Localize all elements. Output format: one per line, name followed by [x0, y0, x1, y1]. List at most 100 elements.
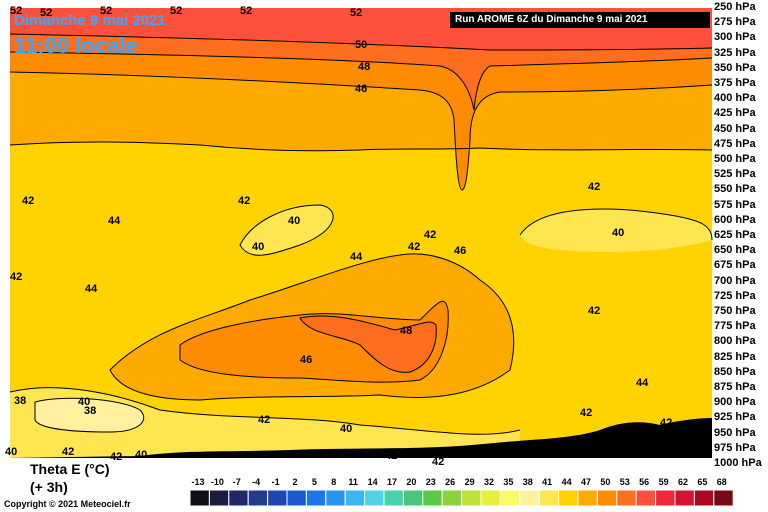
contour-label: 40: [612, 227, 624, 239]
pressure-level-label: 650 hPa: [714, 244, 756, 257]
colorbar-swatch: [286, 489, 307, 507]
colorbar-tick-label: 41: [542, 477, 553, 487]
colorbar-tick-label: 53: [619, 477, 630, 487]
pressure-level-label: 350 hPa: [714, 61, 756, 74]
pressure-level-label: 275 hPa: [714, 16, 756, 29]
contour-label: 48: [400, 325, 412, 337]
pressure-level-label: 325 hPa: [714, 46, 756, 59]
pressure-level-label: 475 hPa: [714, 137, 756, 150]
contour-label: 42: [110, 451, 122, 463]
colorbar-tick-label: -4: [252, 477, 261, 487]
pressure-level-label: 375 hPa: [714, 77, 756, 89]
contour-label: 40: [340, 423, 352, 435]
contour-label: 42: [580, 407, 592, 419]
pressure-level-label: 525 hPa: [714, 168, 756, 181]
colorbar-swatch: [247, 489, 269, 507]
colorbar-swatch: [558, 489, 579, 507]
colorbar-tick-label: 35: [503, 477, 514, 487]
colorbar-tick-label: 17: [386, 477, 397, 487]
pressure-level-label: 750 hPa: [714, 305, 756, 317]
contour-label: 42: [238, 195, 250, 207]
contour-label: 42: [22, 195, 34, 207]
colorbar-tick-label: 23: [425, 477, 436, 487]
pressure-level-label: 575 hPa: [714, 198, 756, 211]
colorbar-swatch: [655, 489, 676, 507]
colorbar-swatch: [674, 489, 695, 507]
contour-label: 40: [5, 446, 17, 458]
contour-label: 42: [588, 305, 600, 317]
pressure-level-label: 250 hPa: [714, 1, 756, 13]
pressure-level-label: 800 hPa: [714, 335, 756, 348]
contour-label: 50: [355, 39, 367, 51]
contours: [9, 33, 713, 435]
colorbar-tick-label: 29: [464, 477, 475, 487]
contour-label: 42: [432, 456, 444, 468]
colorbar-swatch: [364, 489, 385, 507]
colorbar-swatch: [383, 489, 404, 507]
contour-label: 42: [424, 229, 436, 241]
colorbar-swatch: [267, 489, 288, 507]
contour-label: 44: [85, 283, 98, 295]
pressure-level-label: 700 hPa: [714, 274, 756, 287]
colorbar-tick-label: 2: [292, 477, 298, 487]
contour-label: 42: [660, 417, 672, 429]
colorbar-tick-label: 50: [600, 477, 611, 487]
colorbar-tick-label: 62: [677, 477, 688, 487]
colorbar-tick-label: 44: [561, 477, 572, 487]
forecast-time: 11:00 locale: [14, 33, 138, 58]
contour-label: 46: [454, 245, 466, 257]
forecast-date: Dimanche 9 mai 2021: [14, 12, 166, 29]
colorbar-swatch: [189, 489, 210, 507]
pressure-level-label: 500 hPa: [714, 153, 756, 165]
colorbar-swatch: [635, 489, 657, 507]
contour-label: 52: [240, 5, 252, 17]
colorbar-tick-label: -7: [232, 477, 241, 487]
field-38-41-mid: [240, 205, 334, 256]
model-run-banner: Run AROME 6Z du Dimanche 9 mai 2021: [450, 12, 710, 28]
colorbar-swatch: [461, 489, 482, 507]
colorbar-tick-label: -13: [191, 477, 205, 487]
pressure-level-label: 825 hPa: [714, 350, 756, 363]
contour-label: 44: [636, 377, 649, 389]
colorbar-tick-label: 8: [331, 477, 337, 487]
contour-label: 42: [588, 181, 600, 193]
contour-label: 52: [40, 7, 52, 19]
contour-label: 40: [252, 241, 264, 253]
pressure-level-label: 675 hPa: [714, 259, 756, 272]
contour-label: 52: [170, 5, 182, 17]
pressure-level-label: 450 hPa: [714, 122, 756, 135]
pressure-level-label: 975 hPa: [714, 441, 756, 454]
colorbar-tick-label: 59: [658, 477, 669, 487]
copyright: Copyright © 2021 Meteociel.fr: [4, 499, 131, 509]
contour-label: 52: [100, 5, 112, 17]
contour-label: 48: [358, 61, 370, 73]
contour-label: 44: [350, 251, 363, 263]
pressure-level-label: 1000 hPa: [714, 457, 762, 469]
colorbar-swatch: [616, 489, 637, 507]
colorbar-swatch: [208, 489, 230, 507]
colorbar-swatch: [325, 489, 346, 507]
colorbar-tick-label: 47: [580, 477, 591, 487]
colorbar-tick-label: 68: [716, 477, 727, 487]
pressure-level-label: 875 hPa: [714, 381, 756, 393]
forecast-lead: (+ 3h): [30, 479, 68, 495]
pressure-level-label: 950 hPa: [714, 426, 756, 439]
colorbar-tick-label: -10: [210, 477, 224, 487]
colorbar-swatch: [441, 489, 463, 507]
contour-label: 42: [410, 449, 422, 461]
terrain: [10, 418, 712, 458]
contour-label: 40: [288, 215, 300, 227]
pressure-level-label: 725 hPa: [714, 289, 756, 302]
colorbar-swatch: [499, 489, 521, 507]
pressure-level-label: 925 hPa: [714, 411, 756, 424]
pressure-level-label: 425 hPa: [714, 107, 756, 120]
contour-label: 42: [258, 414, 270, 426]
pressure-level-label: 900 hPa: [714, 396, 756, 409]
contour-label: 46: [300, 354, 312, 366]
colorbar-tick-label: -1: [271, 477, 280, 487]
contour-label: 40: [135, 449, 147, 461]
colorbar-swatch: [228, 489, 249, 507]
pressure-level-label: 550 hPa: [714, 183, 756, 196]
colorbar-swatch: [577, 489, 598, 507]
